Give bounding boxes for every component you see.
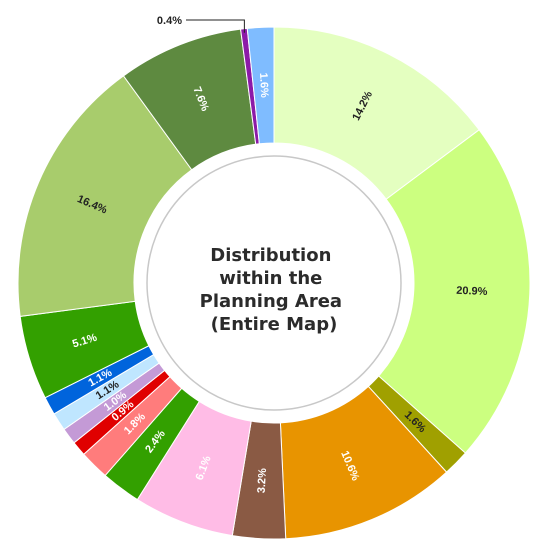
slice-label-16: 0.4%: [157, 15, 182, 27]
center-title-line-2: within the: [219, 268, 322, 289]
slice-label-2: 20.9%: [456, 285, 488, 298]
callout-line: [186, 19, 245, 33]
slice-label-17: 1.6%: [257, 72, 270, 98]
center-title-line-3: Planning Area: [200, 291, 342, 312]
slices-group: [17, 26, 531, 540]
center-title-line-1: Distribution: [210, 245, 331, 266]
center-ring-outline: [146, 155, 402, 411]
center-ring: [134, 143, 414, 423]
center-title-line-4: (Entire Map): [211, 314, 338, 335]
center-title: Distribution within the Planning Area (E…: [200, 245, 349, 335]
slice-label-5: 3.2%: [256, 468, 269, 494]
